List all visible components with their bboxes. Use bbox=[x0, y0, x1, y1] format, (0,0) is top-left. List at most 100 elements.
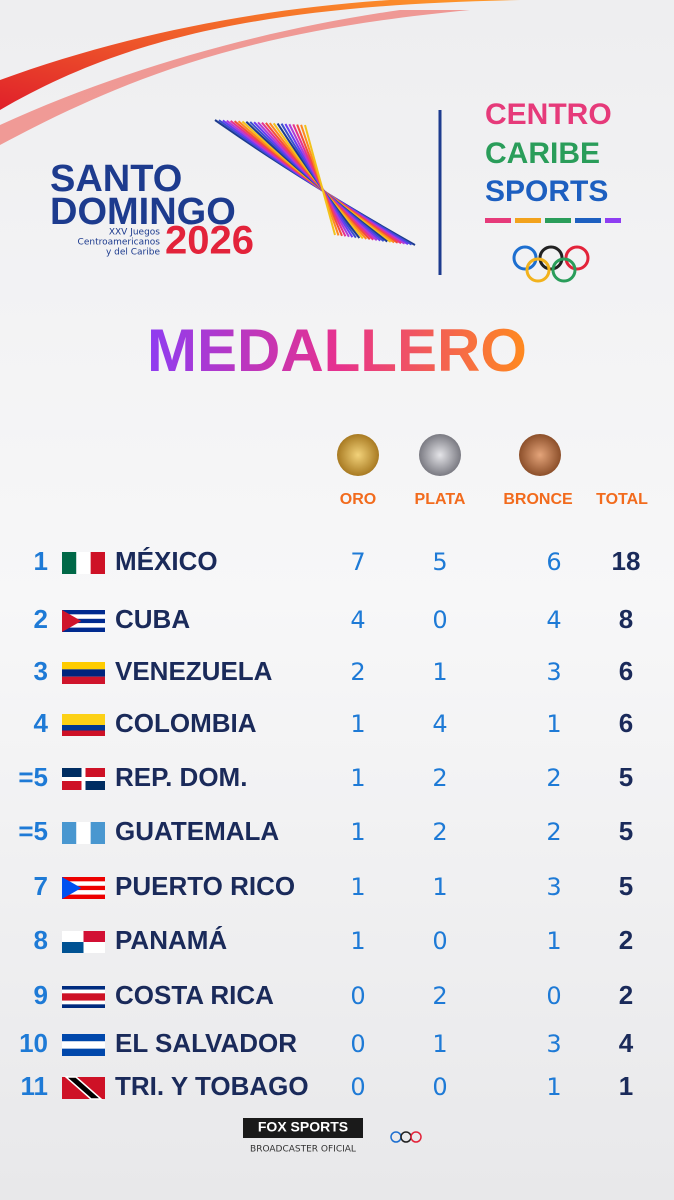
flag-part bbox=[62, 714, 105, 720]
total: 6 bbox=[619, 656, 633, 686]
table-row: 9 COSTA RICA 0 2 0 2 bbox=[34, 980, 634, 1010]
table-row: 1 MÉXICO 7 5 6 18 bbox=[34, 546, 641, 576]
country: VENEZUELA bbox=[115, 656, 273, 686]
medal-count: 1 bbox=[546, 710, 561, 738]
medal-icon bbox=[337, 434, 379, 476]
flag-part bbox=[62, 890, 105, 895]
flag-part bbox=[62, 725, 105, 731]
country: COSTA RICA bbox=[115, 980, 274, 1010]
medal-count: 2 bbox=[350, 658, 365, 686]
flag-part bbox=[62, 1000, 105, 1005]
flag-part bbox=[76, 822, 91, 844]
rank: 4 bbox=[34, 708, 49, 738]
flag-part bbox=[62, 627, 105, 632]
olympic-rings bbox=[512, 245, 590, 283]
rank: 10 bbox=[19, 1028, 48, 1058]
flag-part bbox=[62, 931, 84, 942]
logo-subtitle: Centroamericanos bbox=[78, 238, 161, 248]
country: REP. DOM. bbox=[115, 762, 247, 792]
flag bbox=[62, 986, 105, 1008]
country: GUATEMALA bbox=[115, 816, 279, 846]
medal-icon bbox=[519, 434, 561, 476]
rank: =5 bbox=[18, 762, 48, 792]
medal-count: 2 bbox=[546, 818, 561, 846]
flag-part bbox=[62, 768, 84, 779]
logo-text: DOMINGO bbox=[50, 191, 236, 233]
total: 5 bbox=[619, 871, 633, 901]
medal-count: 0 bbox=[350, 982, 365, 1010]
total: 4 bbox=[619, 1028, 634, 1058]
flag-part bbox=[62, 877, 82, 899]
medal-count: 1 bbox=[546, 927, 561, 955]
flag-part bbox=[62, 610, 105, 615]
flag-part bbox=[83, 942, 105, 953]
flag-part bbox=[62, 881, 105, 886]
flag-part bbox=[62, 822, 77, 844]
flag-part bbox=[62, 942, 84, 953]
medal-table: 1 MÉXICO 7 5 6 182 CUBA 4 0 4 83 VENEZUELA 2 1 3 64 COLO… bbox=[18, 546, 640, 1101]
flag-part bbox=[64, 1076, 103, 1100]
medal-count: 1 bbox=[432, 1030, 447, 1058]
medal-count: 0 bbox=[432, 927, 447, 955]
flag-part bbox=[62, 669, 105, 677]
footer-brand: FOX SPORTS bbox=[258, 1119, 348, 1135]
medal-count: 1 bbox=[350, 764, 365, 792]
table-row: 4 COLOMBIA 1 4 1 6 bbox=[34, 708, 634, 738]
medal-icon bbox=[419, 434, 461, 476]
brand-box bbox=[243, 1118, 363, 1138]
rank: =5 bbox=[18, 816, 48, 846]
medal-count: 1 bbox=[432, 873, 447, 901]
partner-text: CENTRO bbox=[485, 98, 612, 131]
fan-line bbox=[304, 124, 336, 236]
table-row: =5 REP. DOM. 1 2 2 5 bbox=[18, 762, 633, 792]
table-row: 8 PANAMÁ 1 0 1 2 bbox=[34, 925, 634, 955]
partner-text: CARIBE bbox=[485, 137, 600, 170]
country: EL SALVADOR bbox=[115, 1028, 297, 1058]
medal-count: 3 bbox=[546, 873, 561, 901]
flag-part bbox=[62, 676, 105, 684]
medal-count: 3 bbox=[546, 1030, 561, 1058]
flag-part bbox=[62, 719, 105, 725]
country: TRI. Y TOBAGO bbox=[115, 1071, 309, 1101]
medal-count: 1 bbox=[350, 873, 365, 901]
small-rings bbox=[390, 1131, 422, 1143]
medal-count: 2 bbox=[546, 764, 561, 792]
medal-count: 2 bbox=[432, 764, 447, 792]
flag bbox=[62, 714, 105, 736]
country: CUBA bbox=[115, 604, 190, 634]
flag-part bbox=[62, 1048, 105, 1056]
total: 5 bbox=[619, 762, 633, 792]
flag-part bbox=[62, 662, 105, 670]
column-header: BRONCE bbox=[503, 491, 573, 508]
flag bbox=[62, 1034, 105, 1056]
flag-part bbox=[62, 623, 105, 628]
flag bbox=[62, 610, 105, 632]
column-header: ORO bbox=[340, 491, 376, 508]
medal-count: 1 bbox=[546, 1073, 561, 1101]
stripe bbox=[485, 218, 621, 223]
table-row: 10 EL SALVADOR 0 1 3 4 bbox=[19, 1028, 634, 1058]
flag bbox=[62, 1076, 105, 1100]
flag-part bbox=[62, 552, 77, 574]
rank: 1 bbox=[34, 546, 48, 576]
rank: 2 bbox=[34, 604, 48, 634]
flag-part bbox=[62, 618, 105, 624]
medal-count: 4 bbox=[546, 606, 561, 634]
flag-part bbox=[90, 822, 105, 844]
medal-count: 0 bbox=[546, 982, 561, 1010]
flag bbox=[62, 662, 105, 684]
partner-text: SPORTS bbox=[485, 175, 608, 208]
flag bbox=[62, 552, 105, 574]
logo-fan bbox=[214, 119, 416, 246]
table-row: 3 VENEZUELA 2 1 3 6 bbox=[34, 656, 634, 686]
medal-count: 4 bbox=[432, 710, 447, 738]
table-row: 11 TRI. Y TOBAGO 0 0 1 1 bbox=[21, 1071, 634, 1101]
medal-count: 0 bbox=[432, 1073, 447, 1101]
medal-count: 4 bbox=[350, 606, 365, 634]
flag-part bbox=[62, 997, 105, 1001]
flag-part bbox=[76, 552, 91, 574]
flag-part bbox=[62, 730, 105, 736]
swoosh bbox=[0, 0, 520, 110]
country: COLOMBIA bbox=[115, 708, 257, 738]
